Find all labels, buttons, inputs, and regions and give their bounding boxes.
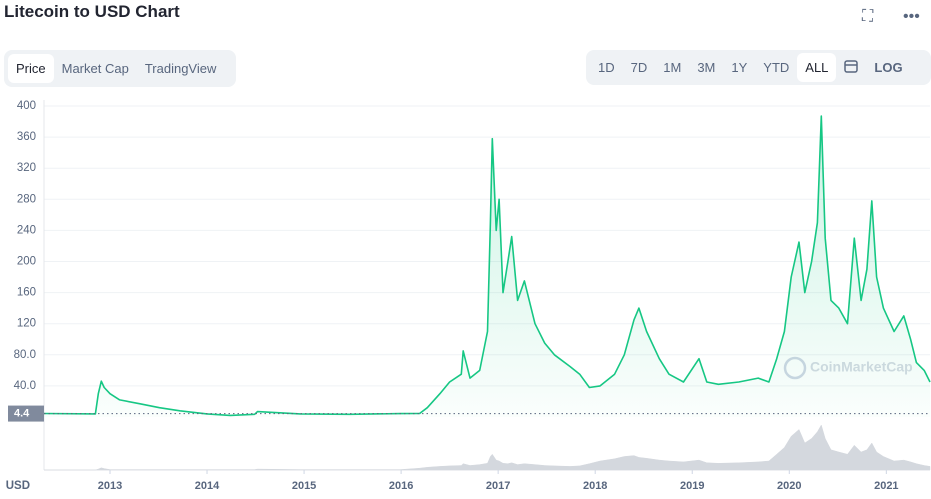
- y-tick-label: 160: [17, 287, 36, 299]
- more-icon[interactable]: •••: [903, 8, 920, 25]
- range-button[interactable]: 3M: [697, 60, 716, 75]
- range-button[interactable]: 7D: [630, 60, 648, 75]
- y-tick-label: 240: [17, 224, 36, 236]
- chart-title: Litecoin to USD Chart: [4, 2, 180, 21]
- current-price-badge: [8, 405, 44, 422]
- x-tick-label: 2019: [680, 480, 704, 492]
- y-tick-label: 320: [17, 162, 36, 174]
- log-button[interactable]: LOG: [874, 60, 903, 75]
- x-tick-label: 2014: [195, 480, 220, 492]
- tab[interactable]: TradingView: [144, 61, 217, 76]
- x-tick-label: 2015: [292, 480, 316, 492]
- x-tick-label: 2016: [389, 480, 413, 492]
- x-tick-label: 2013: [98, 480, 122, 492]
- range-button[interactable]: ALL: [797, 53, 837, 82]
- x-tick-label: 2018: [583, 480, 607, 492]
- range-button[interactable]: 1D: [598, 60, 615, 75]
- tab[interactable]: Market Cap: [61, 61, 129, 76]
- tab-group: Price Market Cap TradingView: [4, 50, 236, 87]
- range-button[interactable]: 1Y: [731, 60, 748, 75]
- fullscreen-icon[interactable]: ⛶: [862, 8, 874, 25]
- x-tick-label: 2021: [874, 480, 898, 492]
- y-tick-label: 40.0: [14, 380, 36, 392]
- range-button[interactable]: YTD: [763, 60, 790, 75]
- price-area: [44, 116, 930, 417]
- current-price-label: 4.4: [14, 407, 30, 419]
- tab[interactable]: Price: [8, 54, 54, 83]
- x-tick-label: 2020: [777, 480, 801, 492]
- range-group: 1D 7D 1M 3M 1Y YTD ALL LOG: [586, 50, 931, 85]
- range-button[interactable]: 1M: [663, 60, 682, 75]
- x-tick-label: 2017: [486, 480, 510, 492]
- y-tick-label: 200: [17, 256, 36, 268]
- volume-area: [44, 424, 931, 471]
- y-axis-label: USD: [6, 480, 30, 492]
- y-tick-label: 80.0: [14, 349, 36, 361]
- y-tick-label: 280: [17, 193, 36, 205]
- y-tick-label: 360: [17, 131, 36, 143]
- price-line: [43, 115, 931, 417]
- calendar-icon[interactable]: [836, 52, 866, 83]
- y-tick-label: 400: [17, 100, 36, 112]
- y-tick-label: 120: [17, 318, 36, 330]
